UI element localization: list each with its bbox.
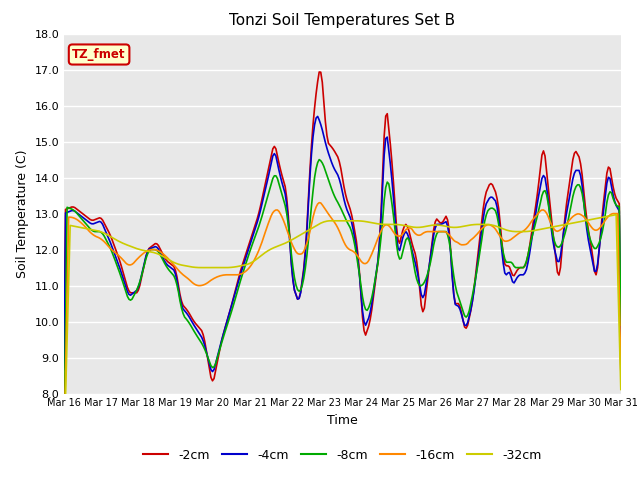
X-axis label: Time: Time	[327, 414, 358, 427]
Y-axis label: Soil Temperature (C): Soil Temperature (C)	[16, 149, 29, 278]
Text: TZ_fmet: TZ_fmet	[72, 48, 126, 61]
Legend: -2cm, -4cm, -8cm, -16cm, -32cm: -2cm, -4cm, -8cm, -16cm, -32cm	[138, 444, 547, 467]
Title: Tonzi Soil Temperatures Set B: Tonzi Soil Temperatures Set B	[229, 13, 456, 28]
